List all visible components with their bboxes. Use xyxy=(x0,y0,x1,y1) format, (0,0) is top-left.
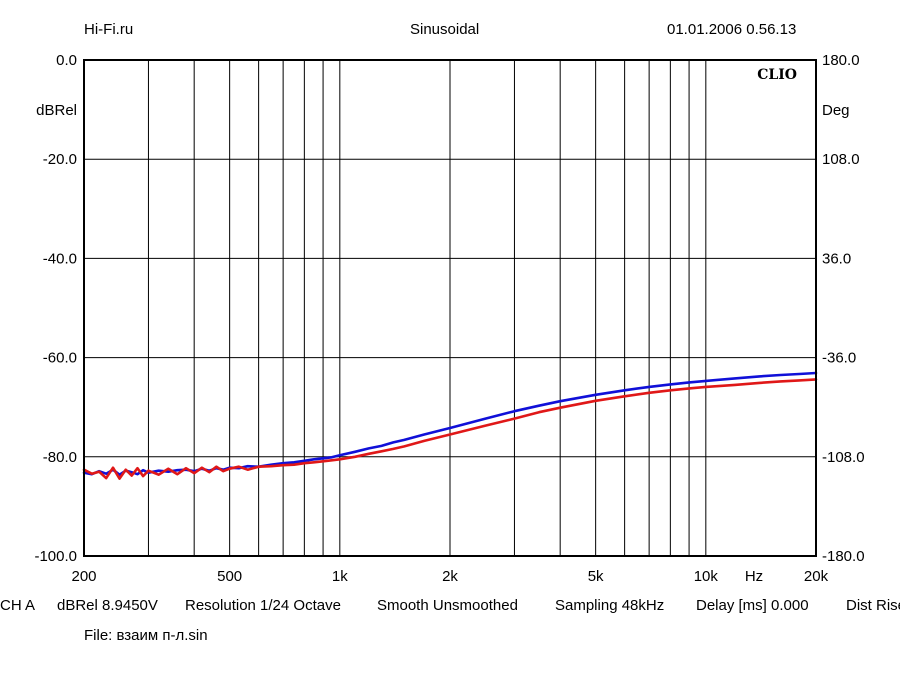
y-tick-label-0: 0.0 xyxy=(56,52,77,69)
header-datetime: 01.01.2006 0.56.13 xyxy=(667,21,797,38)
y-tick-label-2: -40.0 xyxy=(43,250,77,267)
y2-tick-label-3: -36.0 xyxy=(822,350,856,367)
y2-tick-label-1: 108.0 xyxy=(822,151,860,168)
footer-dist: Dist Rise xyxy=(846,597,900,614)
footer-smoothing: Smooth Unsmoothed xyxy=(377,597,518,614)
header-title: Sinusoidal xyxy=(410,21,480,38)
x-tick-label-5: 10k xyxy=(694,568,719,585)
footer-resolution: Resolution 1/24 Octave xyxy=(185,597,341,614)
y-tick-label-4: -80.0 xyxy=(43,449,77,466)
y-tick-label-3: -60.0 xyxy=(43,350,77,367)
footer-file: File: взаим п-л.sin xyxy=(84,627,208,644)
header-left-label: Hi-Fi.ru xyxy=(84,21,134,38)
x-tick-label-2: 1k xyxy=(332,568,348,585)
y-axis-label: dBRel xyxy=(36,102,77,119)
footer-unit-value: dBRel 8.9450V xyxy=(57,597,158,614)
footer-delay: Delay [ms] 0.000 xyxy=(696,597,809,614)
footer-channel: CH A xyxy=(0,597,36,614)
y2-tick-label-4: -108.0 xyxy=(822,449,865,466)
axis-labels: 0.0 -20.0 -40.0 -60.0 -80.0 -100.0 dBRel 180.0 1… xyxy=(34,52,864,585)
x-tick-label-3: 2k xyxy=(442,568,458,585)
x-tick-label-0: 200 xyxy=(71,568,96,585)
x-tick-label-1: 500 xyxy=(217,568,242,585)
x-axis-unit: Hz xyxy=(745,568,763,585)
series-line-blue xyxy=(82,371,818,477)
footer-sampling: Sampling 48kHz xyxy=(555,597,665,614)
y-tick-label-5: -100.0 xyxy=(34,548,77,565)
y2-axis-label: Deg xyxy=(822,102,850,119)
y2-tick-label-0: 180.0 xyxy=(822,52,860,69)
brand-label: CLIO xyxy=(757,67,797,83)
x-tick-label-4: 5k xyxy=(588,568,604,585)
plot-frame xyxy=(83,59,817,557)
y-tick-label-1: -20.0 xyxy=(43,151,77,168)
x-tick-label-6: 20k xyxy=(804,568,829,585)
series-line-red xyxy=(82,378,818,480)
y2-tick-label-2: 36.0 xyxy=(822,250,851,267)
series-group xyxy=(82,371,818,480)
y2-tick-label-5: -180.0 xyxy=(822,548,865,565)
grid-lines xyxy=(84,60,816,556)
